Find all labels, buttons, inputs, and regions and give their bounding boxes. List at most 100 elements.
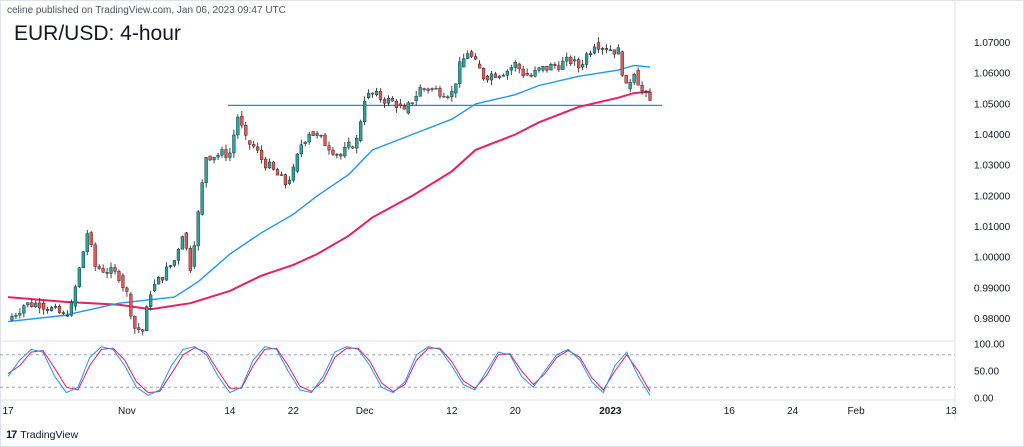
candle-body xyxy=(549,64,553,71)
candle-body xyxy=(402,105,406,110)
candle-body xyxy=(533,69,537,77)
candle-body xyxy=(164,266,169,281)
candle-body xyxy=(410,102,414,104)
candle-body xyxy=(347,141,351,148)
candle-body xyxy=(604,48,609,51)
candle-body xyxy=(137,327,141,330)
candle-body xyxy=(236,116,240,136)
candle-body xyxy=(153,283,157,292)
candle-body xyxy=(93,244,97,267)
candle-body xyxy=(256,146,260,151)
candle-body xyxy=(109,267,113,274)
candle-body xyxy=(323,134,327,146)
candle-body xyxy=(406,102,410,114)
tradingview-logo: 17 xyxy=(6,429,17,441)
candle-body xyxy=(398,103,402,106)
candle-body xyxy=(588,52,593,56)
candle-body xyxy=(311,131,315,136)
candle-body xyxy=(220,149,224,156)
candle-body xyxy=(422,88,426,90)
candle-body xyxy=(125,287,129,292)
candle-body xyxy=(105,272,109,274)
candle-body xyxy=(370,92,375,95)
candle-body xyxy=(307,133,311,143)
candle-body xyxy=(240,115,244,126)
candle-body xyxy=(565,56,569,62)
moving-average-fast-line xyxy=(7,64,651,323)
candle-body xyxy=(168,265,173,268)
price-tick-label: 1.06000 xyxy=(974,69,1011,80)
candle-body xyxy=(581,64,585,68)
candle-body xyxy=(624,75,628,84)
candle-body xyxy=(18,312,22,316)
candle-body xyxy=(252,144,256,147)
candle-body xyxy=(458,61,462,84)
candle-body xyxy=(196,211,200,246)
candle-body xyxy=(414,96,418,101)
candle-body xyxy=(497,75,502,78)
candle-body xyxy=(517,63,521,70)
candle-body xyxy=(129,293,133,317)
candle-body xyxy=(592,46,597,54)
candle-body xyxy=(608,49,612,51)
candle-body xyxy=(426,88,430,91)
candle-body xyxy=(156,276,161,285)
candle-body xyxy=(228,152,232,158)
candle-body xyxy=(77,267,81,287)
candle-body xyxy=(176,249,181,261)
candle-body xyxy=(557,65,561,70)
candle-body xyxy=(160,276,165,281)
candle-body xyxy=(620,51,624,76)
candle-body xyxy=(248,140,252,145)
candle-body xyxy=(22,305,26,314)
candle-body xyxy=(343,147,347,157)
candle-body xyxy=(470,51,474,57)
candle-body xyxy=(481,67,486,80)
stochastic-d-line xyxy=(7,347,651,394)
candle-body xyxy=(133,315,137,329)
candle-body xyxy=(378,91,383,100)
candle-body xyxy=(69,301,74,316)
candle-body xyxy=(553,64,557,66)
candle-body xyxy=(10,316,14,321)
candle-body xyxy=(367,92,371,98)
price-tick-label: 1.07000 xyxy=(974,38,1011,49)
time-tick-label: 20 xyxy=(510,406,522,417)
candle-body xyxy=(260,150,264,160)
candle-body xyxy=(73,286,77,307)
candle-body xyxy=(38,302,42,309)
candle-body xyxy=(121,275,125,289)
candle-body xyxy=(454,83,458,94)
candle-body xyxy=(644,91,648,93)
candle-body xyxy=(97,266,101,269)
candle-body xyxy=(466,53,470,59)
moving-average-slow-line xyxy=(7,90,651,311)
candle-body xyxy=(505,70,509,76)
oscillator-tick-label: 50.00 xyxy=(974,367,999,378)
candle-body xyxy=(616,47,620,55)
candle-body xyxy=(525,72,529,76)
candle-body xyxy=(418,87,422,97)
price-tick-label: 0.99000 xyxy=(974,283,1011,294)
candle-body xyxy=(204,157,208,184)
candle-body xyxy=(331,149,335,155)
candle-body xyxy=(501,75,505,77)
candle-body xyxy=(208,155,212,161)
candle-body xyxy=(573,59,577,62)
candle-body xyxy=(283,174,288,185)
candle-body xyxy=(180,236,184,250)
candle-body xyxy=(584,53,589,65)
candle-body xyxy=(149,294,153,307)
candle-body xyxy=(188,248,192,271)
candle-body xyxy=(46,309,50,311)
time-tick-label: 13 xyxy=(946,406,958,417)
candle-body xyxy=(363,101,367,122)
candle-body xyxy=(600,48,605,50)
price-tick-label: 1.03000 xyxy=(974,161,1011,172)
candle-body xyxy=(89,232,93,245)
candle-body xyxy=(632,74,636,83)
candle-body xyxy=(450,91,454,97)
candle-body xyxy=(628,82,632,89)
price-tick-label: 1.04000 xyxy=(974,130,1011,141)
